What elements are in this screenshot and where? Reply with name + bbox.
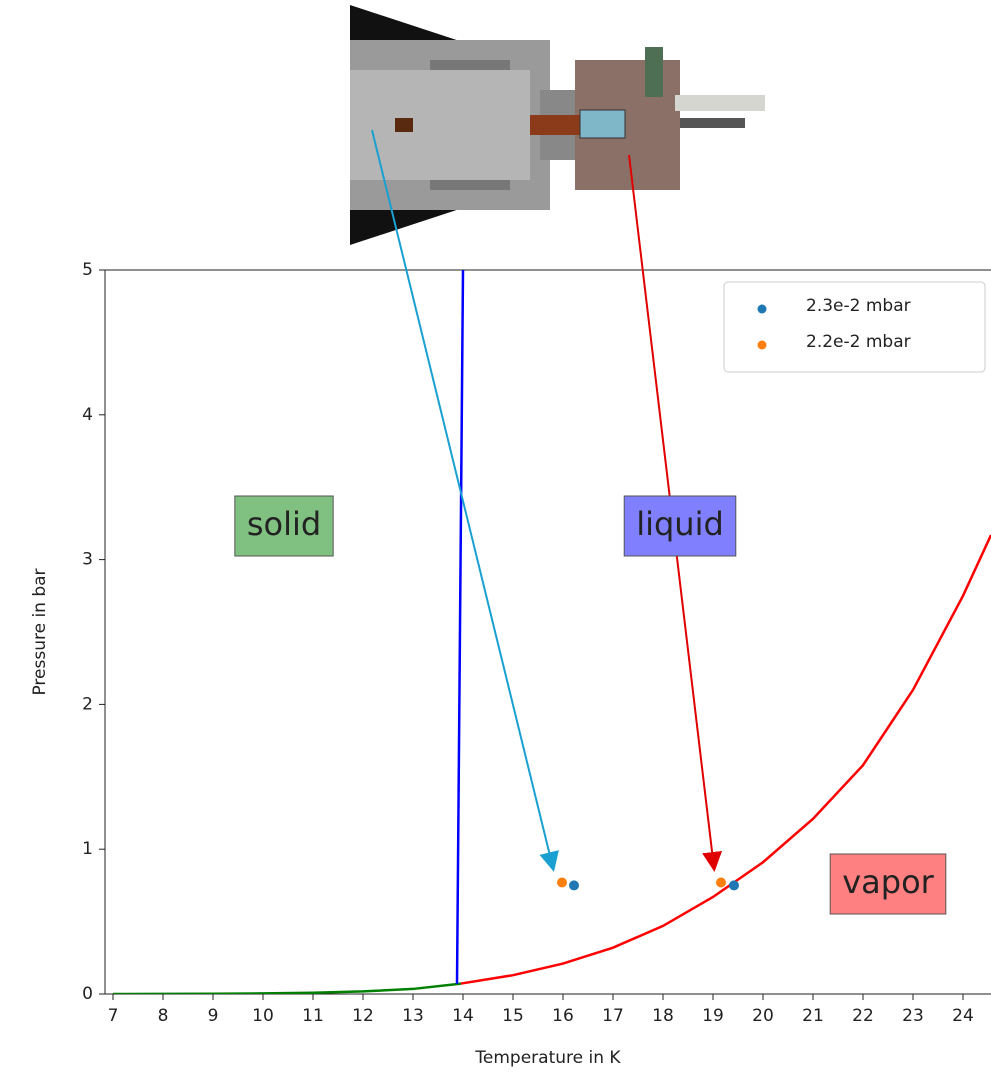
legend-marker — [758, 341, 767, 350]
legend-label: 2.3e-2 mbar — [806, 296, 911, 316]
x-tick-label: 17 — [602, 1006, 624, 1026]
region-label: solid — [235, 496, 333, 556]
x-tick-label: 19 — [702, 1006, 724, 1026]
region-label-text: solid — [247, 505, 321, 543]
curve — [461, 535, 991, 984]
y-tick-label: 3 — [82, 550, 93, 570]
curve — [457, 270, 463, 984]
y-tick-label: 4 — [82, 405, 93, 425]
x-tick-label: 23 — [902, 1006, 924, 1026]
x-tick-label: 10 — [252, 1006, 274, 1026]
x-tick-label: 15 — [502, 1006, 524, 1026]
x-tick-label: 14 — [452, 1006, 474, 1026]
chart: Temperature in K Pressure in bar 0123457… — [0, 0, 991, 1078]
region-label: vapor — [830, 854, 946, 914]
point — [569, 880, 579, 890]
region-label-text: liquid — [636, 505, 724, 543]
x-tick-label: 7 — [108, 1006, 119, 1026]
y-tick-label: 5 — [82, 260, 93, 280]
device-illustration — [350, 5, 765, 245]
region-label: liquid — [624, 496, 736, 556]
x-tick-label: 24 — [952, 1006, 974, 1026]
point — [557, 878, 567, 888]
x-tick-label: 12 — [352, 1006, 374, 1026]
x-tick-label: 11 — [302, 1006, 324, 1026]
y-axis-label: Pressure in bar — [30, 568, 50, 695]
arrow — [372, 130, 553, 868]
page: Temperature in K Pressure in bar 0123457… — [0, 0, 991, 1078]
y-tick-label: 0 — [82, 984, 93, 1004]
y-tick-label: 2 — [82, 694, 93, 714]
point — [729, 880, 739, 890]
x-tick-label: 21 — [802, 1006, 824, 1026]
x-tick-label: 22 — [852, 1006, 874, 1026]
x-axis-label: Temperature in K — [474, 1048, 621, 1068]
legend: 2.3e-2 mbar 2.2e-2 mbar — [724, 282, 985, 372]
point — [716, 878, 726, 888]
y-tick-label: 1 — [82, 839, 93, 859]
region-label-text: vapor — [842, 863, 934, 901]
x-tick-label: 18 — [652, 1006, 674, 1026]
x-tick-label: 9 — [208, 1006, 219, 1026]
x-tick-label: 20 — [752, 1006, 774, 1026]
curve — [113, 984, 461, 994]
legend-label: 2.2e-2 mbar — [806, 332, 911, 352]
legend-marker — [758, 305, 767, 314]
x-tick-label: 13 — [402, 1006, 424, 1026]
x-tick-label: 16 — [552, 1006, 574, 1026]
x-tick-label: 8 — [158, 1006, 169, 1026]
